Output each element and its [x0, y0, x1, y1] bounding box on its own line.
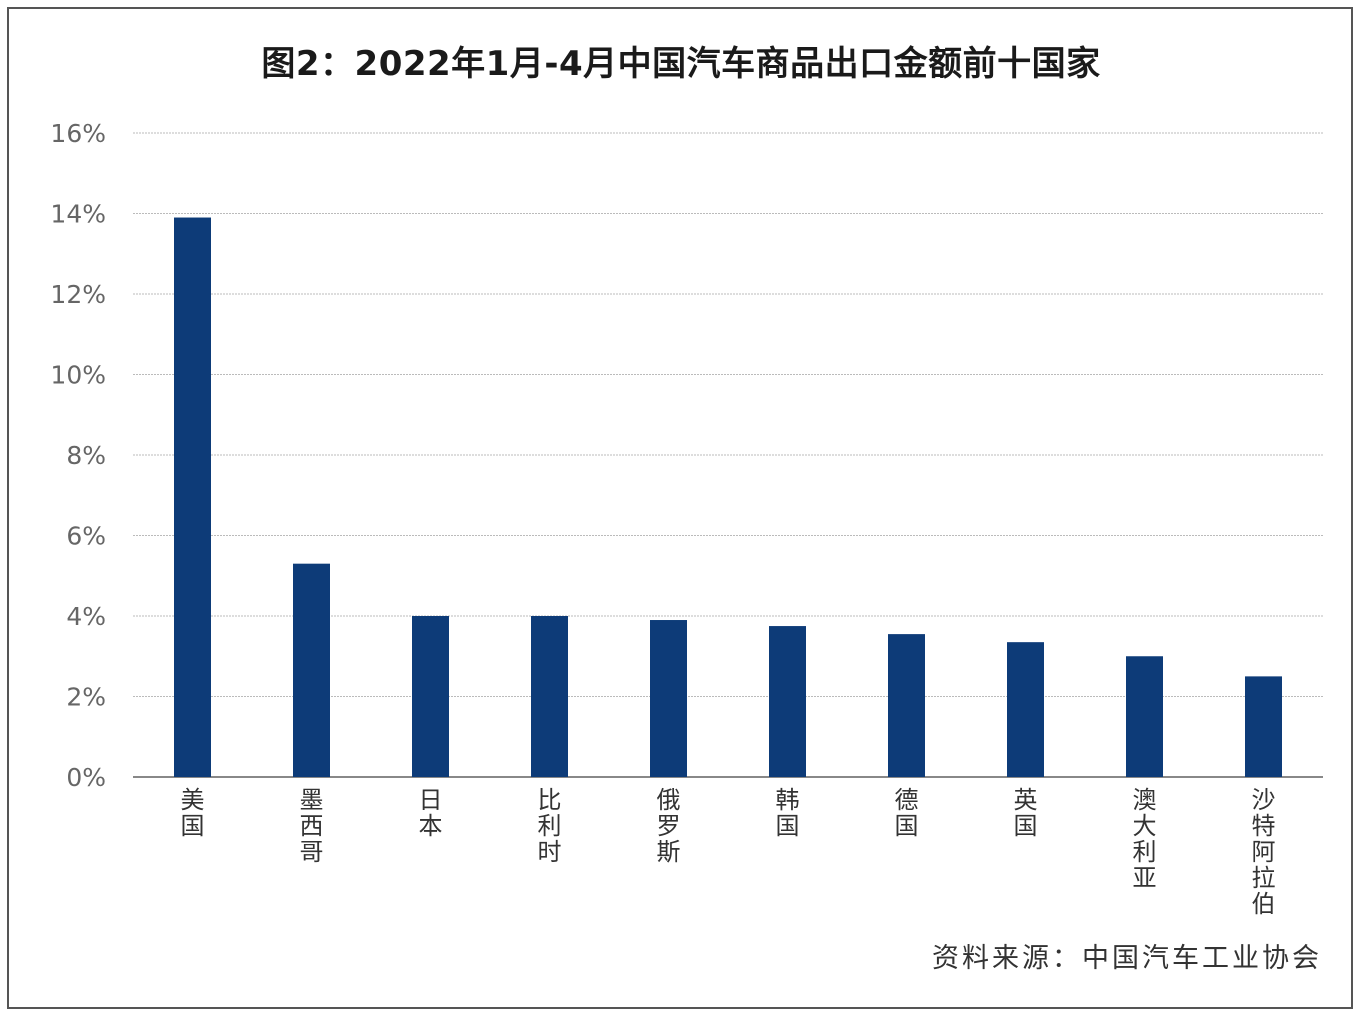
y-axis-ticks: 0% 2% 4% 6% 8% 10% 12% 14% 16% — [50, 119, 106, 792]
y-tick-label: 10% — [50, 361, 106, 390]
bar — [1007, 642, 1044, 777]
x-tick-label: 俄罗斯 — [657, 786, 681, 866]
y-tick-label: 4% — [66, 602, 106, 631]
y-tick-label: 8% — [66, 441, 106, 470]
bar — [293, 563, 330, 777]
bar — [650, 620, 687, 777]
bar — [1245, 676, 1282, 777]
x-tick-label: 澳大利亚 — [1133, 786, 1157, 892]
x-tick-label: 日本 — [419, 786, 443, 840]
bars — [174, 217, 1282, 777]
bar — [888, 634, 925, 777]
x-tick-label: 沙特阿拉伯 — [1252, 786, 1276, 918]
bar — [174, 217, 211, 777]
x-tick-label: 比利时 — [538, 786, 562, 866]
y-tick-label: 6% — [66, 522, 106, 551]
bar — [769, 626, 806, 777]
x-tick-label: 英国 — [1014, 786, 1038, 840]
x-tick-label: 墨西哥 — [300, 786, 324, 866]
y-tick-label: 2% — [66, 683, 106, 712]
bar — [1126, 656, 1163, 777]
y-tick-label: 16% — [50, 119, 106, 148]
y-tick-label: 0% — [66, 763, 106, 792]
y-tick-label: 14% — [50, 200, 106, 229]
chart-frame — [7, 7, 1353, 1009]
chart-title: 图2：2022年1月-4月中国汽车商品出口金额前十国家 — [261, 44, 1101, 84]
grid-lines — [133, 132, 1323, 778]
x-tick-label: 德国 — [895, 786, 919, 840]
y-tick-label: 12% — [50, 280, 106, 309]
x-axis-labels: 美国 墨西哥 日本 比利时 俄罗斯 韩国 德国 英国 澳大利亚 沙特阿拉伯 — [181, 786, 1276, 918]
bar — [531, 616, 568, 777]
x-tick-label: 韩国 — [776, 786, 800, 840]
source-note: 资料来源：中国汽车工业协会 — [932, 943, 1322, 974]
bar — [412, 616, 449, 777]
x-tick-label: 美国 — [181, 786, 205, 840]
